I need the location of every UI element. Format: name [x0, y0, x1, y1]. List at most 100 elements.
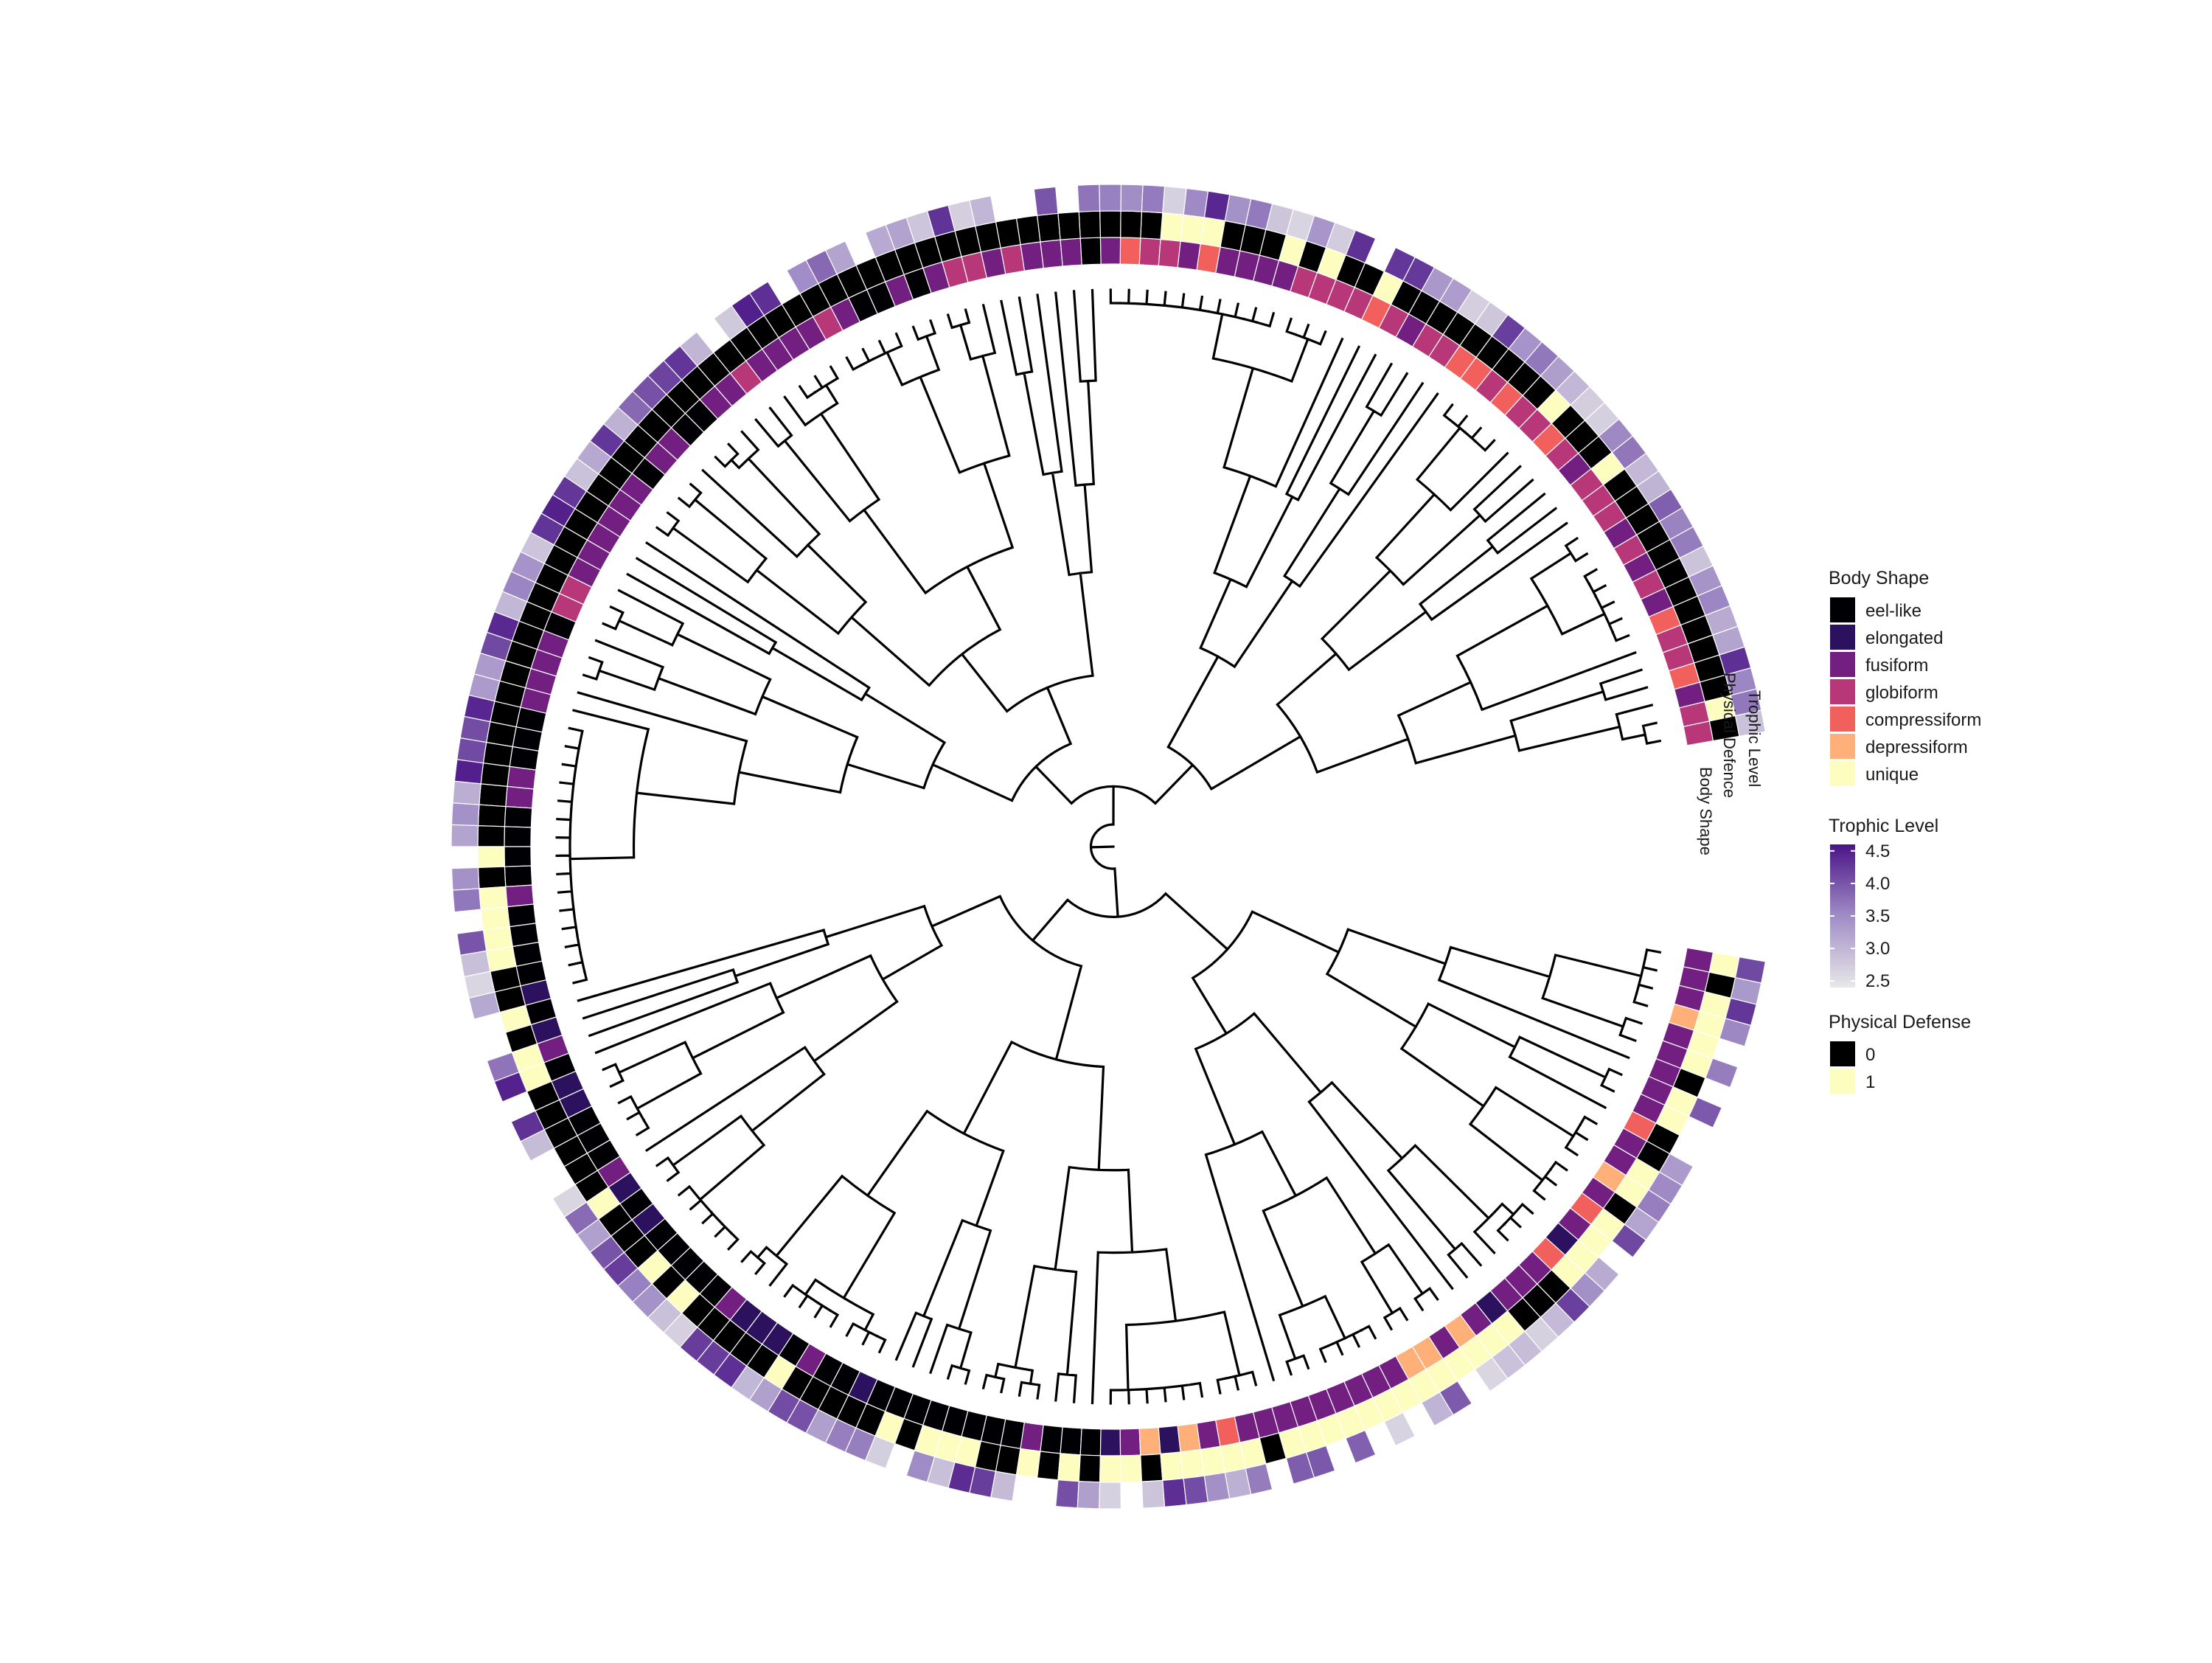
trophic-level-cell — [1383, 1412, 1416, 1447]
trophic-level-cell — [1305, 1445, 1336, 1479]
physical-defence-cell — [1140, 1453, 1164, 1482]
legend-label: 1 — [1865, 1072, 1875, 1092]
trophic-level-cell — [1658, 1153, 1694, 1187]
body-shape-cell — [504, 805, 533, 828]
legend-label: compressiform — [1865, 710, 1981, 730]
physical-defence-cell — [1099, 210, 1121, 238]
legend-label: eel-like — [1865, 601, 1921, 621]
body-shape-cell — [504, 846, 532, 867]
physical-defence-cell — [480, 763, 510, 788]
physical-defence-cell — [1200, 217, 1225, 248]
body-shape-cell — [1099, 1428, 1121, 1457]
legend-title-trophic-level: Trophic Level — [1829, 816, 1938, 836]
legend-label: fusiform — [1865, 656, 1928, 676]
trophic-level-cell — [1077, 184, 1101, 212]
trophic-level-cell — [1584, 1256, 1620, 1292]
body-shape-cell — [509, 746, 540, 771]
physical-defence-cell — [477, 846, 506, 869]
physical-defence-cell — [1015, 1448, 1041, 1479]
physical-defence-cell — [1180, 214, 1205, 245]
body-shape-cell — [1060, 1426, 1082, 1456]
body-shape-cell — [1119, 1428, 1141, 1457]
trophic-level-cell — [1705, 1058, 1739, 1089]
physical-defence-cell — [1078, 210, 1102, 239]
tick-label: 4.0 — [1865, 874, 1890, 894]
physical-defence-cell — [1036, 1451, 1061, 1481]
legend-label: unique — [1865, 765, 1919, 785]
body-shape-cell — [1040, 1424, 1063, 1454]
physical-defence-cell — [482, 741, 513, 768]
trophic-level-cell — [1099, 1482, 1122, 1510]
legend-trophic-level: Trophic Level 4.5 4.0 3.5 3.0 2.5 — [1829, 816, 1938, 991]
body-shape-cell — [1020, 1422, 1044, 1452]
trophic-level-cell — [786, 259, 819, 295]
physical-defence-cell — [1099, 1455, 1121, 1483]
trophic-level-cell — [493, 1072, 528, 1103]
trophic-level-cell — [451, 802, 480, 827]
physical-defence-cell — [479, 783, 508, 808]
trophic-level-cell — [1141, 1479, 1166, 1509]
trophic-level-cell — [1099, 184, 1122, 212]
body-shape-cell — [1079, 1428, 1102, 1457]
trophic-level-cell — [456, 737, 487, 764]
trophic-level-cell — [1162, 1478, 1187, 1507]
body-shape-cell — [507, 765, 537, 790]
body-shape-cell — [1138, 1426, 1161, 1456]
legend-swatch — [1830, 1041, 1855, 1066]
legend-swatch — [1830, 652, 1855, 677]
trophic-level-cell — [864, 224, 896, 258]
trophic-level-cell — [1162, 186, 1187, 215]
trait-rings — [451, 184, 1767, 1510]
legend-body-shape: Body Shape eel-like elongated fusiform glob… — [1829, 568, 1981, 786]
legend-swatch — [1830, 679, 1855, 704]
body-shape-cell — [1177, 240, 1201, 271]
tick-label: 2.5 — [1865, 971, 1890, 991]
ring-label-body-shape: Body Shape — [1697, 767, 1715, 855]
physical-defence-cell — [477, 804, 507, 827]
physical-defence-cell — [479, 886, 508, 910]
legend-swatch — [1830, 761, 1855, 786]
body-shape-cell — [1158, 238, 1181, 268]
trophic-level-cell — [990, 1471, 1018, 1502]
trophic-level-cell — [1183, 1475, 1209, 1506]
trophic-level-cell — [1141, 184, 1166, 214]
trophic-level-cell — [1183, 187, 1209, 218]
legend-label: globiform — [1865, 683, 1938, 703]
body-shape-cell — [1099, 237, 1121, 265]
trophic-level-cell — [451, 824, 479, 847]
physical-defence-cell — [1078, 1454, 1102, 1483]
legend-swatch — [1830, 625, 1855, 650]
tick-label: 4.5 — [1865, 841, 1890, 861]
legend-title-physical-defense: Physical Defense — [1829, 1012, 1971, 1032]
body-shape-cell — [1060, 237, 1082, 267]
physical-defence-cell — [1160, 1451, 1184, 1482]
trophic-level-cell — [1734, 957, 1767, 984]
legend-swatch — [1830, 734, 1855, 759]
trophic-level-cell — [520, 1129, 555, 1162]
trophic-level-cell — [1383, 246, 1416, 282]
trophic-level-cell — [1033, 186, 1059, 216]
physical-defence-cell — [1057, 1453, 1081, 1482]
body-shape-cell — [1138, 237, 1161, 267]
body-shape-cell — [505, 884, 535, 908]
trophic-level-cell — [713, 305, 748, 341]
body-shape-cell — [1119, 237, 1141, 265]
physical-defence-cell — [1119, 210, 1143, 239]
legend-label: elongated — [1865, 628, 1943, 648]
body-shape-cell — [1079, 237, 1102, 265]
physical-defence-cell — [1119, 1454, 1143, 1483]
trophic-level-cell — [1077, 1481, 1101, 1510]
trophic-level-cell — [864, 1435, 896, 1469]
physical-defence-cell — [1036, 212, 1061, 243]
trophic-level-cell — [1203, 190, 1231, 222]
trophic-level-cell — [1245, 1463, 1273, 1496]
legend-label: depressiform — [1865, 737, 1968, 757]
physical-defence-cell — [477, 866, 507, 889]
physical-defence-cell — [1057, 211, 1081, 240]
ring-labels: Body Shape Physical Defence Trophic Leve… — [1697, 673, 1764, 855]
trophic-level-cell — [468, 991, 501, 1020]
tick-label: 3.0 — [1865, 939, 1890, 959]
trophic-level-cell — [1688, 1097, 1722, 1128]
body-shape-cell — [504, 865, 533, 888]
